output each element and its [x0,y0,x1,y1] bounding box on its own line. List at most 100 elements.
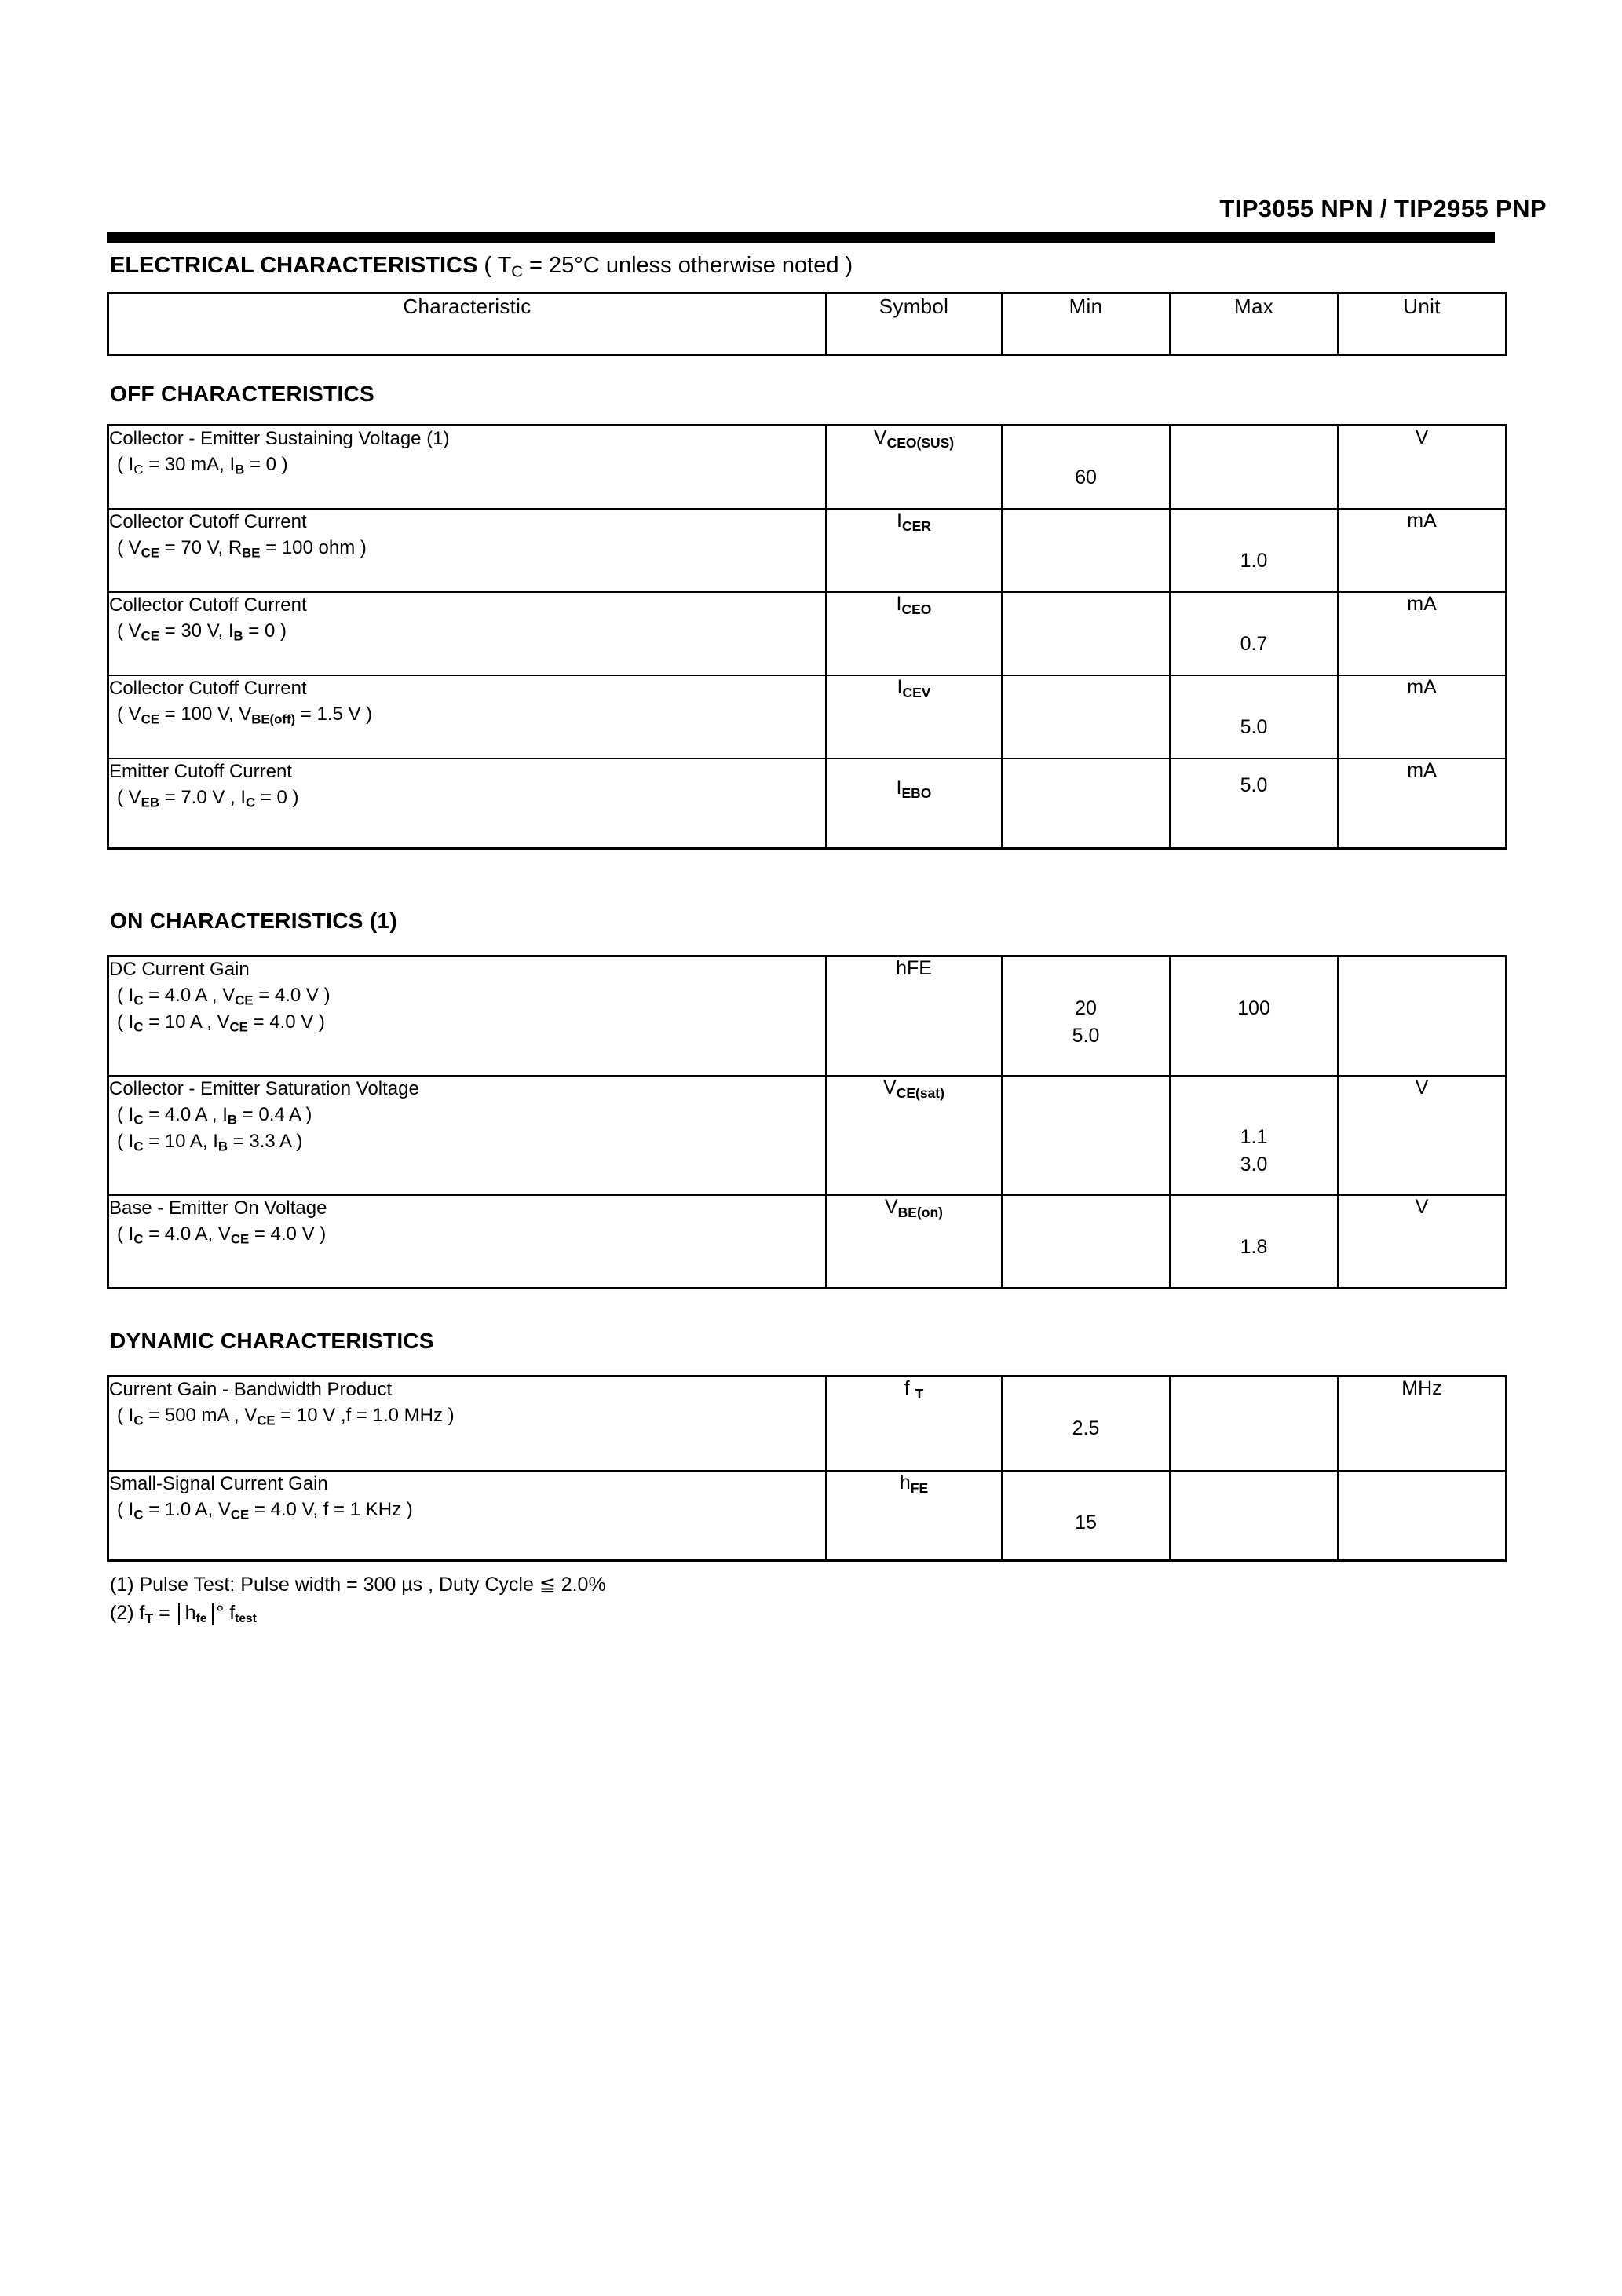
footnote-2-hfe: h [184,1602,196,1625]
characteristic-condition: ( IC = 4.0 A , IB = 0.4 A ) [117,1103,312,1128]
characteristic-name: Collector - Emitter Saturation Voltage [109,1078,419,1099]
page-title-cond-suffix: = 25°C unless otherwise noted ) [522,253,853,278]
table-row: Collector Cutoff Current ( VCE = 100 V, … [107,675,1507,759]
row-characteristic: Emitter Cutoff Current ( VEB = 7.0 V , I… [107,758,827,850]
table-dynamic-characteristics: Current Gain - Bandwidth Product ( IC = … [107,1375,1507,1562]
footnote-2-ftest-sub: test [235,1612,257,1626]
characteristic-name: Collector Cutoff Current [109,594,307,616]
table-row: Base - Emitter On Voltage ( IC = 4.0 A, … [107,1194,1507,1289]
characteristic-condition: ( IC = 500 mA , VCE = 10 V ,f = 1.0 MHz … [117,1404,455,1428]
row-max-line1: 1.1 [1240,1126,1268,1148]
characteristic-name: Small-Signal Current Gain [109,1473,328,1494]
row-characteristic: Collector Cutoff Current ( VCE = 70 V, R… [107,508,827,593]
footnote-2-operator: ° f [216,1602,236,1625]
row-unit: mA [1337,758,1507,850]
characteristic-condition: ( IC = 1.0 A, VCE = 4.0 V, f = 1 KHz ) [117,1498,413,1523]
row-symbol: VCE(sat) [825,1075,1003,1196]
characteristic-name: Collector Cutoff Current [109,678,307,699]
row-min: 20 5.0 [1001,955,1171,1077]
characteristic-name: Current Gain - Bandwidth Product [109,1379,393,1400]
row-symbol: hFE [825,955,1003,1077]
row-unit: V [1337,1075,1507,1196]
characteristic-name: Collector - Emitter Sustaining Voltage (… [109,428,450,449]
characteristic-condition: ( VCE = 70 V, RBE = 100 ohm ) [117,536,367,561]
characteristic-name: DC Current Gain [109,959,250,980]
row-characteristic: Current Gain - Bandwidth Product ( IC = … [107,1375,827,1472]
characteristic-condition: ( VCE = 100 V, VBE(off) = 1.5 V ) [117,703,373,727]
col-header-max: Max [1169,292,1339,356]
characteristic-condition: ( VEB = 7.0 V , IC = 0 ) [117,786,299,810]
footnote-2-hfe-sub: fe [195,1612,207,1626]
row-symbol: ICEO [825,591,1003,676]
row-min [1001,508,1171,593]
col-header-unit: Unit [1337,292,1507,356]
characteristic-condition: ( IC = 10 A, IB = 3.3 A ) [117,1131,303,1154]
row-symbol: ICER [825,508,1003,593]
footnotes: (1) Pulse Test: Pulse width = 300 µs , D… [110,1570,606,1629]
characteristic-condition: ( IC = 10 A , VCE = 4.0 V ) [117,1011,325,1035]
col-header-characteristic: Characteristic [107,292,827,356]
characteristic-name: Collector Cutoff Current [109,511,307,532]
row-max: 1.1 3.0 [1169,1075,1339,1196]
part-number-header: TIP3055 NPN / TIP2955 PNP [1219,195,1547,222]
row-max: 5.0 [1169,675,1339,759]
footnote-2-prefix: (2) f [110,1602,145,1625]
row-max [1169,424,1339,510]
row-min-line2: 5.0 [1072,1024,1100,1047]
row-characteristic: DC Current Gain ( IC = 4.0 A , VCE = 4.0… [107,955,827,1077]
row-min [1001,1194,1171,1289]
row-min: 15 [1001,1470,1171,1562]
row-max [1169,1375,1339,1472]
row-unit: mA [1337,675,1507,759]
characteristic-condition: ( IC = 4.0 A , VCE = 4.0 V ) [117,984,331,1008]
row-max: 1.8 [1169,1194,1339,1289]
row-characteristic: Small-Signal Current Gain ( IC = 1.0 A, … [107,1470,827,1562]
header-rule [107,232,1495,243]
row-unit [1337,1470,1507,1562]
row-min [1001,758,1171,850]
row-characteristic: Base - Emitter On Voltage ( IC = 4.0 A, … [107,1194,827,1289]
row-min: 60 [1001,424,1171,510]
row-symbol: IEBO [825,758,1003,850]
table-row: Emitter Cutoff Current ( VEB = 7.0 V , I… [107,758,1507,850]
row-unit: MHz [1337,1375,1507,1472]
row-max: 100 [1169,955,1339,1077]
row-max-line2: 3.0 [1240,1153,1268,1175]
row-min: 2.5 [1001,1375,1171,1472]
characteristic-name: Base - Emitter On Voltage [109,1197,327,1219]
page-title-cond-sub: C [511,263,523,281]
row-min [1001,675,1171,759]
row-symbol: hFE [825,1470,1003,1562]
row-max: 1.0 [1169,508,1339,593]
table-row: DC Current Gain ( IC = 4.0 A , VCE = 4.0… [107,955,1507,1077]
row-characteristic: Collector - Emitter Saturation Voltage (… [107,1075,827,1196]
row-unit: V [1337,424,1507,510]
footnote-2: (2) fT = hfe ° ftest [110,1599,606,1629]
characteristic-name: Emitter Cutoff Current [109,761,292,782]
table-row: Current Gain - Bandwidth Product ( IC = … [107,1375,1507,1472]
row-symbol: VCEO(SUS) [825,424,1003,510]
row-characteristic: Collector Cutoff Current ( VCE = 30 V, I… [107,591,827,676]
section-heading-on: ON CHARACTERISTICS (1) [110,909,397,933]
row-max [1169,1470,1339,1562]
table-column-header: Characteristic Symbol Min Max Unit [107,292,1507,356]
row-unit: mA [1337,508,1507,593]
row-symbol: f T [825,1375,1003,1472]
row-unit: V [1337,1194,1507,1289]
table-row: Collector - Emitter Sustaining Voltage (… [107,424,1507,510]
footnote-2-eq: = [153,1602,176,1625]
row-symbol: ICEV [825,675,1003,759]
characteristic-condition: ( VCE = 30 V, IB = 0 ) [117,620,287,644]
table-row: Collector - Emitter Saturation Voltage (… [107,1075,1507,1196]
footnote-1: (1) Pulse Test: Pulse width = 300 µs , D… [110,1574,606,1596]
table-row: Small-Signal Current Gain ( IC = 1.0 A, … [107,1470,1507,1562]
page-title-cond-prefix: ( T [484,253,512,278]
row-unit: mA [1337,591,1507,676]
row-characteristic: Collector - Emitter Sustaining Voltage (… [107,424,827,510]
row-unit [1337,955,1507,1077]
col-header-min: Min [1001,292,1171,356]
characteristic-condition: ( IC = 4.0 A, VCE = 4.0 V ) [117,1223,327,1247]
row-max: 0.7 [1169,591,1339,676]
section-heading-dynamic: DYNAMIC CHARACTERISTICS [110,1329,434,1353]
